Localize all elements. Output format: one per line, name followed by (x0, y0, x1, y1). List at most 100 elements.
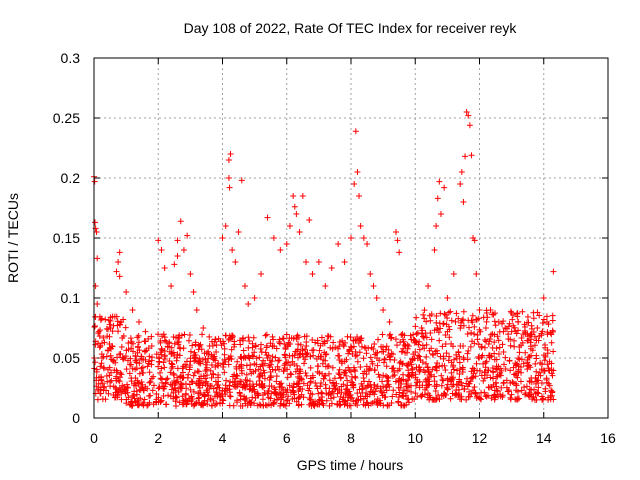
data-point (289, 395, 296, 402)
data-point (480, 377, 487, 384)
data-point (238, 367, 245, 374)
data-point (423, 360, 430, 367)
data-point (218, 391, 225, 398)
data-point (413, 382, 420, 389)
data-point (527, 343, 534, 350)
data-point (276, 366, 283, 373)
data-point (295, 373, 302, 380)
data-point (177, 380, 184, 387)
data-point (489, 364, 496, 371)
data-point (280, 367, 287, 374)
data-point (312, 379, 319, 386)
data-point (287, 362, 294, 369)
data-point (527, 331, 534, 337)
data-point (532, 378, 539, 385)
data-point (352, 353, 359, 360)
data-points (91, 109, 557, 409)
data-point (450, 366, 457, 373)
data-point (518, 387, 525, 394)
data-point (211, 353, 218, 360)
data-point (478, 372, 485, 379)
data-point (153, 391, 160, 398)
data-point (513, 372, 520, 379)
data-point (274, 363, 281, 370)
data-point (507, 380, 514, 387)
data-point (299, 350, 306, 357)
data-point (138, 383, 145, 390)
data-point (98, 315, 105, 322)
data-point (226, 386, 233, 393)
data-point (136, 387, 143, 394)
data-point (530, 315, 537, 322)
data-point (281, 364, 288, 371)
data-point (360, 355, 367, 362)
data-point (399, 331, 406, 337)
data-point (484, 367, 491, 374)
data-point (356, 193, 363, 199)
data-point (322, 283, 329, 289)
data-point (252, 343, 259, 350)
data-point (115, 328, 122, 335)
data-point (430, 396, 437, 403)
data-point (332, 344, 339, 351)
data-point (371, 340, 378, 347)
data-point (460, 316, 467, 323)
data-point (172, 387, 179, 394)
data-point (385, 381, 392, 388)
data-point (364, 399, 371, 406)
data-point (421, 369, 428, 376)
data-point (273, 373, 280, 380)
data-point (187, 386, 194, 393)
data-point (158, 247, 165, 253)
data-point (398, 348, 405, 355)
data-point (215, 382, 222, 389)
data-point (300, 380, 307, 387)
data-point (413, 314, 420, 321)
data-point (533, 368, 540, 375)
data-point (515, 327, 522, 334)
data-point (445, 309, 452, 316)
data-point (538, 379, 545, 386)
data-point (231, 338, 238, 345)
data-point (153, 398, 160, 405)
data-point (133, 356, 140, 363)
data-point (495, 319, 502, 325)
data-point (444, 328, 451, 335)
data-point (425, 390, 432, 397)
x-axis-label: GPS time / hours (297, 457, 404, 473)
data-point (395, 379, 402, 386)
data-point (101, 383, 108, 390)
data-point (195, 381, 202, 388)
data-point (534, 325, 541, 331)
data-point (504, 388, 511, 395)
data-point (221, 351, 228, 358)
data-point (278, 396, 285, 403)
data-point (148, 343, 155, 349)
data-point (155, 394, 162, 401)
data-point (436, 178, 443, 185)
data-point (483, 358, 490, 365)
data-point (342, 400, 349, 407)
data-point (512, 396, 519, 403)
data-point (457, 181, 464, 187)
data-point (488, 353, 495, 360)
data-point (134, 377, 141, 384)
data-point (176, 344, 183, 351)
data-point (433, 347, 440, 354)
data-point (264, 214, 271, 221)
data-point (506, 320, 513, 327)
data-point (272, 367, 279, 374)
data-point (444, 315, 451, 322)
data-point (175, 389, 182, 396)
data-point (144, 363, 151, 370)
data-point (260, 367, 267, 374)
data-point (191, 401, 198, 408)
data-point (307, 353, 314, 360)
data-point (161, 265, 168, 271)
data-point (542, 385, 549, 392)
data-point (270, 235, 277, 241)
data-point (317, 353, 324, 360)
data-point (316, 370, 323, 377)
data-point (227, 393, 234, 400)
data-point (295, 341, 302, 348)
